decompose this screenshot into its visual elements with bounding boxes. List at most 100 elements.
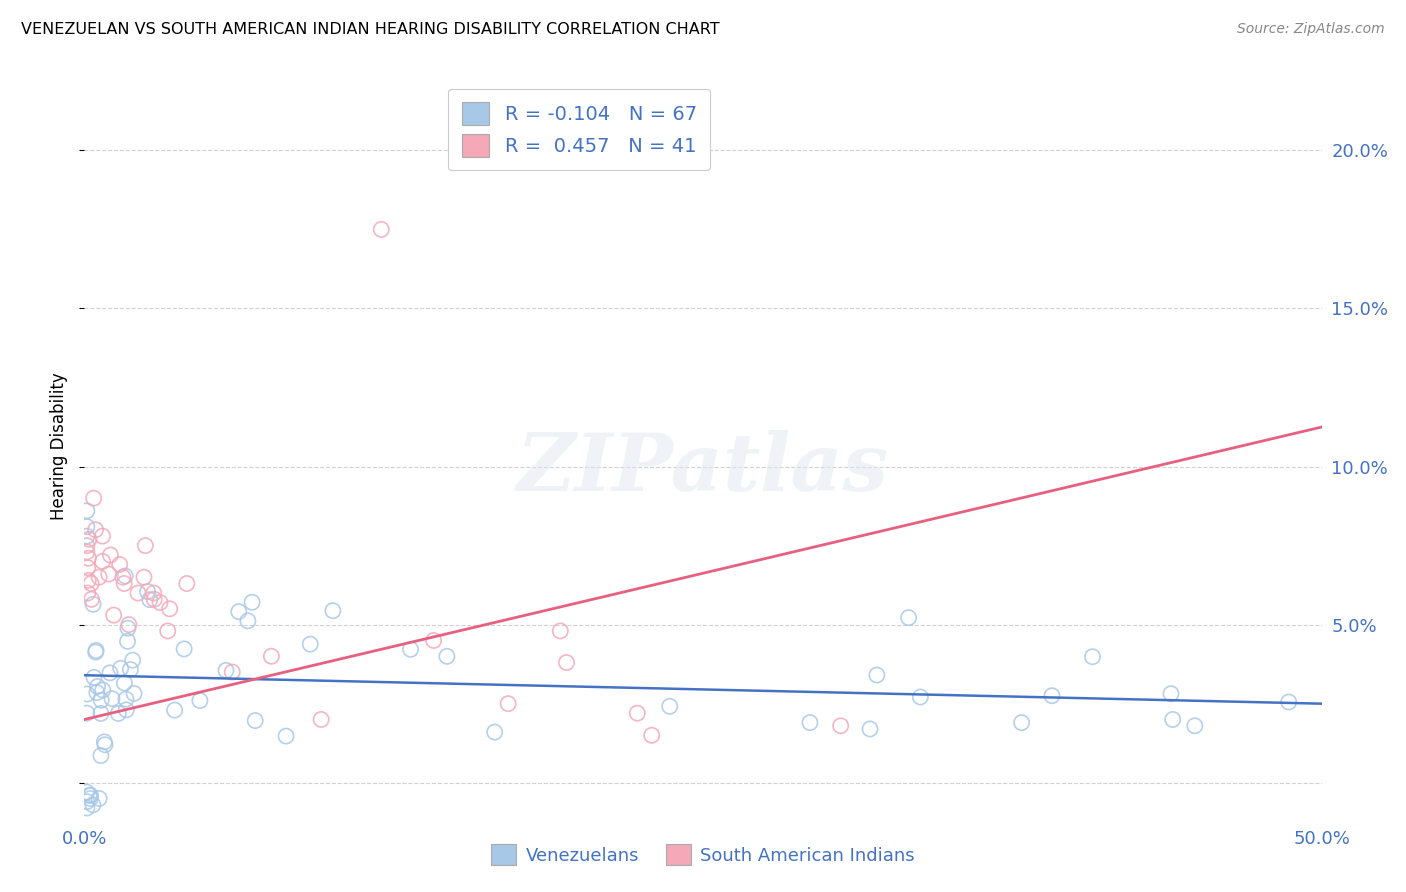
Point [90,693,112,707]
Point [77,551,100,566]
Point [115,692,138,706]
Point [108,558,131,572]
Point [866,668,889,682]
Point [82,797,104,812]
Point [1161,713,1184,727]
Point [98,665,121,680]
Point [910,690,932,704]
Point [80,576,103,591]
Point [94,738,117,752]
Point [76,560,98,574]
Point [221,665,243,679]
Point [176,576,198,591]
Point [97,567,120,582]
Point [77,533,100,547]
Point [90,706,112,721]
Point [87,791,110,805]
Point [76,687,98,701]
Point [93,735,115,749]
Point [1011,715,1033,730]
Point [626,706,648,720]
Point [76,545,98,559]
Point [117,621,139,635]
Point [156,624,179,638]
Point [897,610,920,624]
Point [84,643,107,657]
Point [90,748,112,763]
Point [260,649,283,664]
Point [76,529,98,543]
Text: ZIPatlas: ZIPatlas [517,430,889,508]
Point [299,637,322,651]
Point [1184,719,1206,733]
Point [82,597,104,611]
Legend: R = -0.104   N = 67, R =  0.457   N = 41: R = -0.104 N = 67, R = 0.457 N = 41 [449,88,710,170]
Text: Source: ZipAtlas.com: Source: ZipAtlas.com [1237,22,1385,37]
Point [188,693,211,707]
Point [84,645,107,659]
Point [163,703,186,717]
Point [111,570,134,584]
Point [91,683,114,698]
Point [274,729,297,743]
Point [484,725,506,739]
Point [79,791,101,805]
Point [143,592,166,607]
Point [83,491,105,505]
Point [76,519,98,533]
Point [84,523,107,537]
Point [76,539,98,553]
Legend: Venezuelans, South American Indians: Venezuelans, South American Indians [482,835,924,874]
Point [101,691,124,706]
Point [86,685,108,699]
Point [79,789,101,803]
Text: VENEZUELAN VS SOUTH AMERICAN INDIAN HEARING DISABILITY CORRELATION CHART: VENEZUELAN VS SOUTH AMERICAN INDIAN HEAR… [21,22,720,37]
Point [830,719,852,733]
Point [91,529,114,543]
Point [173,641,195,656]
Point [240,595,263,609]
Point [100,548,122,562]
Point [245,714,267,728]
Point [322,604,344,618]
Point [496,697,519,711]
Point [114,569,136,583]
Point [117,634,139,648]
Point [127,586,149,600]
Point [134,539,156,553]
Point [80,592,103,607]
Point [132,570,155,584]
Point [118,617,141,632]
Point [149,595,172,609]
Point [159,602,181,616]
Point [76,795,98,809]
Point [79,789,101,803]
Point [112,676,135,690]
Point [107,706,129,721]
Point [550,624,572,638]
Point [555,656,578,670]
Point [122,686,145,700]
Point [139,592,162,607]
Point [142,586,165,600]
Point [83,670,105,684]
Point [422,633,444,648]
Y-axis label: Hearing Disability: Hearing Disability [49,372,67,520]
Point [77,574,100,588]
Point [91,554,114,568]
Point [76,586,98,600]
Point [112,576,135,591]
Point [120,663,142,677]
Point [799,715,821,730]
Point [228,605,250,619]
Point [859,722,882,736]
Point [136,584,159,599]
Point [110,661,132,675]
Point [1040,689,1063,703]
Point [1278,695,1301,709]
Point [86,680,108,694]
Point [76,706,98,720]
Point [1160,687,1182,701]
Point [309,713,332,727]
Point [115,703,138,717]
